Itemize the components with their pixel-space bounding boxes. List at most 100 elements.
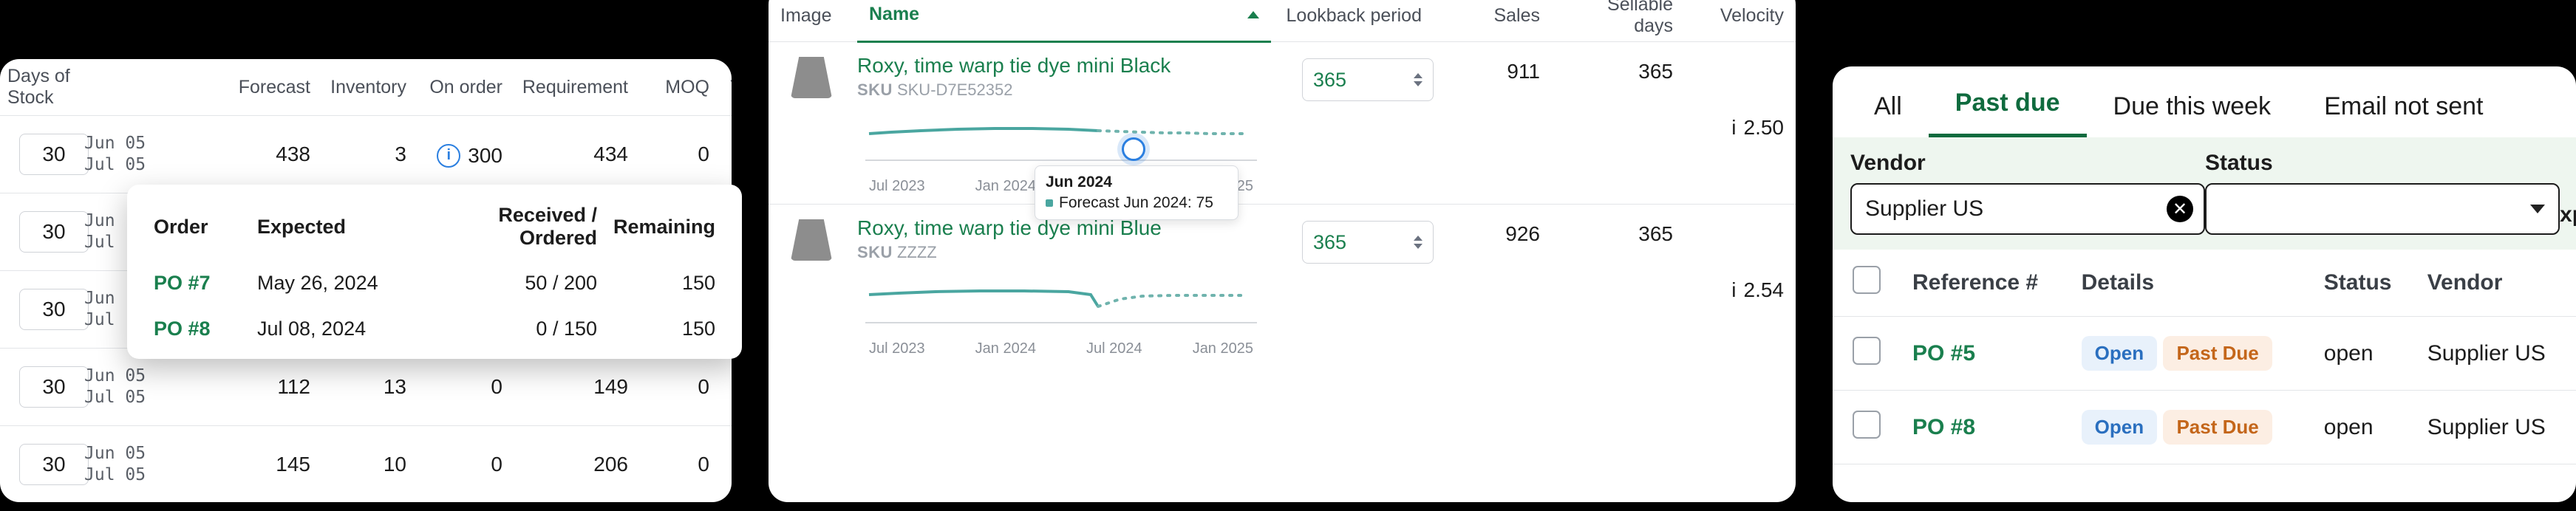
- row-checkbox[interactable]: [1853, 337, 1881, 365]
- col-days: Days of Stock: [0, 66, 81, 109]
- sort-asc-icon: [1247, 11, 1259, 18]
- product-thumb: [791, 219, 832, 261]
- po-filters: Vendor Supplier US ✕ Status Exp: [1833, 137, 2576, 250]
- cell-forecast: 145: [177, 453, 318, 476]
- tooltip-series-swatch: [1046, 199, 1053, 207]
- po-col-received: Received / Ordered: [427, 204, 597, 250]
- po-vendor: Supplier US: [2416, 317, 2576, 391]
- cell-velocity: i2.54: [1685, 216, 1796, 357]
- cell-sellable: 365: [1552, 54, 1685, 195]
- col-image: Image: [769, 5, 857, 27]
- cell-toorder: 206: [717, 453, 732, 476]
- cell-requirement: 149: [510, 375, 636, 399]
- po-table: Reference # Details Status Vendor PO #5O…: [1833, 250, 2576, 464]
- tab-past-due[interactable]: Past due: [1929, 72, 2087, 137]
- col-sales: Sales: [1434, 5, 1552, 27]
- po-reference[interactable]: PO #5: [1901, 317, 2070, 391]
- popover-row: PO #7May 26, 202450 / 200150: [154, 260, 715, 306]
- date-range: Jun 05Jul 05: [81, 443, 177, 486]
- sparkline-chart: Jul 2023Jan 2024Jul 2024Jan 2025: [857, 277, 1261, 357]
- stepper-icon[interactable]: [1414, 236, 1422, 249]
- row-checkbox[interactable]: [1853, 411, 1881, 439]
- product-name[interactable]: Roxy, time warp tie dye mini Black: [857, 54, 1271, 78]
- product-sku: SKUZZZZ: [857, 243, 1271, 262]
- cell-sales: 911: [1434, 54, 1552, 195]
- products-card: Image Name Lookback period Sales Sellabl…: [769, 0, 1796, 502]
- col-onorder: On order: [414, 77, 510, 98]
- po-col-status: Status: [2312, 250, 2416, 317]
- cell-inventory: 10: [318, 453, 414, 476]
- select-all-checkbox[interactable]: [1853, 266, 1881, 294]
- vendor-combo[interactable]: Supplier US ✕: [1850, 183, 2205, 235]
- po-row: PO #8Open Past DueopenSupplier US: [1833, 391, 2576, 464]
- tab-all[interactable]: All: [1847, 76, 1929, 137]
- info-icon[interactable]: i: [1731, 116, 1736, 140]
- po-col-remaining: Remaining: [597, 216, 715, 239]
- clear-icon[interactable]: ✕: [2167, 196, 2193, 222]
- cell-forecast: 438: [177, 143, 318, 166]
- col-lookback: Lookback period: [1271, 5, 1434, 27]
- dropdown-icon: [2530, 205, 2545, 213]
- onorder-popover: Order Expected Received / Ordered Remain…: [127, 185, 742, 359]
- col-moq: MOQ: [636, 77, 717, 98]
- lookback-input[interactable]: 365: [1302, 58, 1434, 101]
- col-name-sort[interactable]: Name: [857, 0, 1271, 43]
- po-reference[interactable]: PO #8: [1901, 391, 2070, 464]
- product-thumb: [791, 57, 832, 98]
- product-sku: SKUSKU-D7E52352: [857, 80, 1271, 100]
- table-row: 30Jun 05Jul 051121301490149: [0, 348, 732, 425]
- cell-moq: 0: [636, 453, 717, 476]
- badge-pastdue: Past Due: [2163, 410, 2272, 445]
- po-status: open: [2312, 317, 2416, 391]
- tab-email-not-sent[interactable]: Email not sent: [2297, 76, 2509, 137]
- days-input[interactable]: 30: [19, 289, 89, 330]
- date-range: Jun 05Jul 05: [81, 133, 177, 176]
- products-header: Image Name Lookback period Sales Sellabl…: [769, 0, 1796, 41]
- tooltip-title: Jun 2024: [1046, 174, 1227, 191]
- table-row: 30Jun 05Jul 051451002060206: [0, 425, 732, 502]
- status-combo[interactable]: [2205, 183, 2560, 235]
- days-input[interactable]: 30: [19, 134, 89, 175]
- col-velocity: Velocity: [1685, 5, 1796, 27]
- cell-velocity: i2.50: [1685, 54, 1796, 195]
- stock-table-header: Days of Stock Forecast Inventory On orde…: [0, 59, 732, 115]
- vendor-value: Supplier US: [1865, 196, 1983, 222]
- cell-onorder[interactable]: i300: [414, 141, 510, 168]
- info-icon[interactable]: i: [1731, 278, 1736, 302]
- cell-onorder: 0: [414, 453, 510, 476]
- days-input[interactable]: 30: [19, 444, 89, 485]
- info-icon[interactable]: i: [437, 144, 460, 168]
- date-range: Jun 05Jul 05: [81, 366, 177, 408]
- cell-sellable: 365: [1552, 216, 1685, 357]
- badge-pastdue: Past Due: [2163, 336, 2272, 371]
- days-input[interactable]: 30: [19, 211, 89, 253]
- stepper-icon[interactable]: [1414, 73, 1422, 86]
- po-link[interactable]: PO #8: [154, 318, 257, 340]
- cell-onorder: 0: [414, 375, 510, 399]
- chart-x-axis: Jul 2023Jan 2024Jul 2024Jan 2025: [869, 340, 1253, 357]
- cell-moq: 0: [636, 375, 717, 399]
- po-details: Open Past Due: [2070, 317, 2312, 391]
- cell-toorder: 434: [717, 143, 732, 166]
- tooltip-series: Forecast Jun 2024: 75: [1059, 194, 1213, 211]
- cell-sales: 926: [1434, 216, 1552, 357]
- cell-toorder: 149: [717, 375, 732, 399]
- product-row: Roxy, time warp tie dye mini Black SKUSK…: [769, 41, 1796, 204]
- po-details: Open Past Due: [2070, 391, 2312, 464]
- po-col-details: Details: [2070, 250, 2312, 317]
- col-sellable: Sellable days: [1552, 0, 1685, 37]
- po-col-vendor: Vendor: [2416, 250, 2576, 317]
- col-toorder: To order: [717, 77, 732, 98]
- cell-moq: 0: [636, 143, 717, 166]
- po-link[interactable]: PO #7: [154, 272, 257, 295]
- po-tabs: AllPast dueDue this weekEmail not sent: [1833, 66, 2576, 137]
- days-input[interactable]: 30: [19, 366, 89, 408]
- tab-due-this-week[interactable]: Due this week: [2087, 76, 2298, 137]
- cell-inventory: 3: [318, 143, 414, 166]
- status-label: Status: [2205, 151, 2545, 176]
- cell-inventory: 13: [318, 375, 414, 399]
- po-col-expected: Expected: [257, 216, 427, 239]
- badge-open: Open: [2082, 410, 2157, 445]
- lookback-input[interactable]: 365: [1302, 221, 1434, 264]
- po-vendor: Supplier US: [2416, 391, 2576, 464]
